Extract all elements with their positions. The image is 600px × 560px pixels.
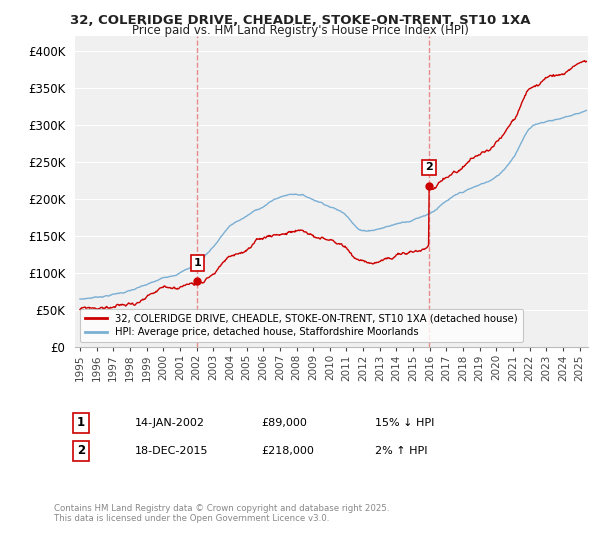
- Text: £89,000: £89,000: [261, 418, 307, 428]
- Text: 14-JAN-2002: 14-JAN-2002: [135, 418, 205, 428]
- Text: Contains HM Land Registry data © Crown copyright and database right 2025.
This d: Contains HM Land Registry data © Crown c…: [54, 504, 389, 524]
- Text: 1: 1: [193, 258, 201, 268]
- Text: 2: 2: [77, 444, 85, 458]
- Text: 32, COLERIDGE DRIVE, CHEADLE, STOKE-ON-TRENT, ST10 1XA: 32, COLERIDGE DRIVE, CHEADLE, STOKE-ON-T…: [70, 14, 530, 27]
- Text: Price paid vs. HM Land Registry's House Price Index (HPI): Price paid vs. HM Land Registry's House …: [131, 24, 469, 37]
- Text: 18-DEC-2015: 18-DEC-2015: [135, 446, 209, 456]
- Legend: 32, COLERIDGE DRIVE, CHEADLE, STOKE-ON-TRENT, ST10 1XA (detached house), HPI: Av: 32, COLERIDGE DRIVE, CHEADLE, STOKE-ON-T…: [80, 309, 523, 342]
- Text: £218,000: £218,000: [261, 446, 314, 456]
- Text: 1: 1: [77, 416, 85, 430]
- Text: 2: 2: [425, 162, 433, 172]
- Text: 15% ↓ HPI: 15% ↓ HPI: [375, 418, 434, 428]
- Text: 2% ↑ HPI: 2% ↑ HPI: [375, 446, 427, 456]
